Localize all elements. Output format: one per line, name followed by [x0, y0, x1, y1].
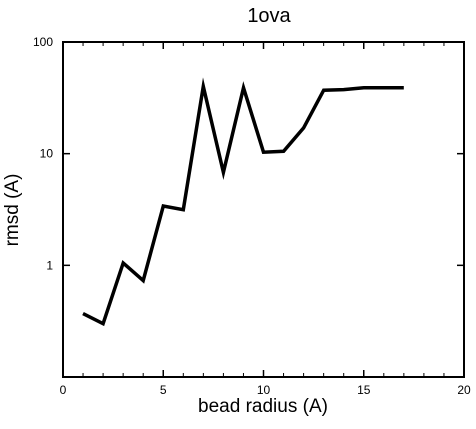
- x-tick-label: 20: [457, 383, 471, 397]
- x-tick-label: 0: [60, 383, 67, 397]
- y-tick-label: 10: [40, 147, 54, 161]
- x-axis-label: bead radius (A): [198, 396, 328, 417]
- y-tick-label: 1: [46, 258, 53, 272]
- y-tick-label: 100: [33, 35, 53, 49]
- series-line: [82, 77, 404, 327]
- y-axis-label: rmsd (A): [2, 174, 23, 247]
- x-tick-label: 10: [257, 383, 271, 397]
- x-tick-label: 15: [357, 383, 371, 397]
- plot-frame: [62, 41, 465, 378]
- y-axis-ticks: 1 10 100: [33, 35, 464, 272]
- x-tick-label: 5: [160, 383, 167, 397]
- series-layer: [82, 77, 404, 327]
- x-axis-ticks: 0 5 10 15 20: [60, 42, 471, 397]
- chart-title: 1ova: [247, 5, 291, 27]
